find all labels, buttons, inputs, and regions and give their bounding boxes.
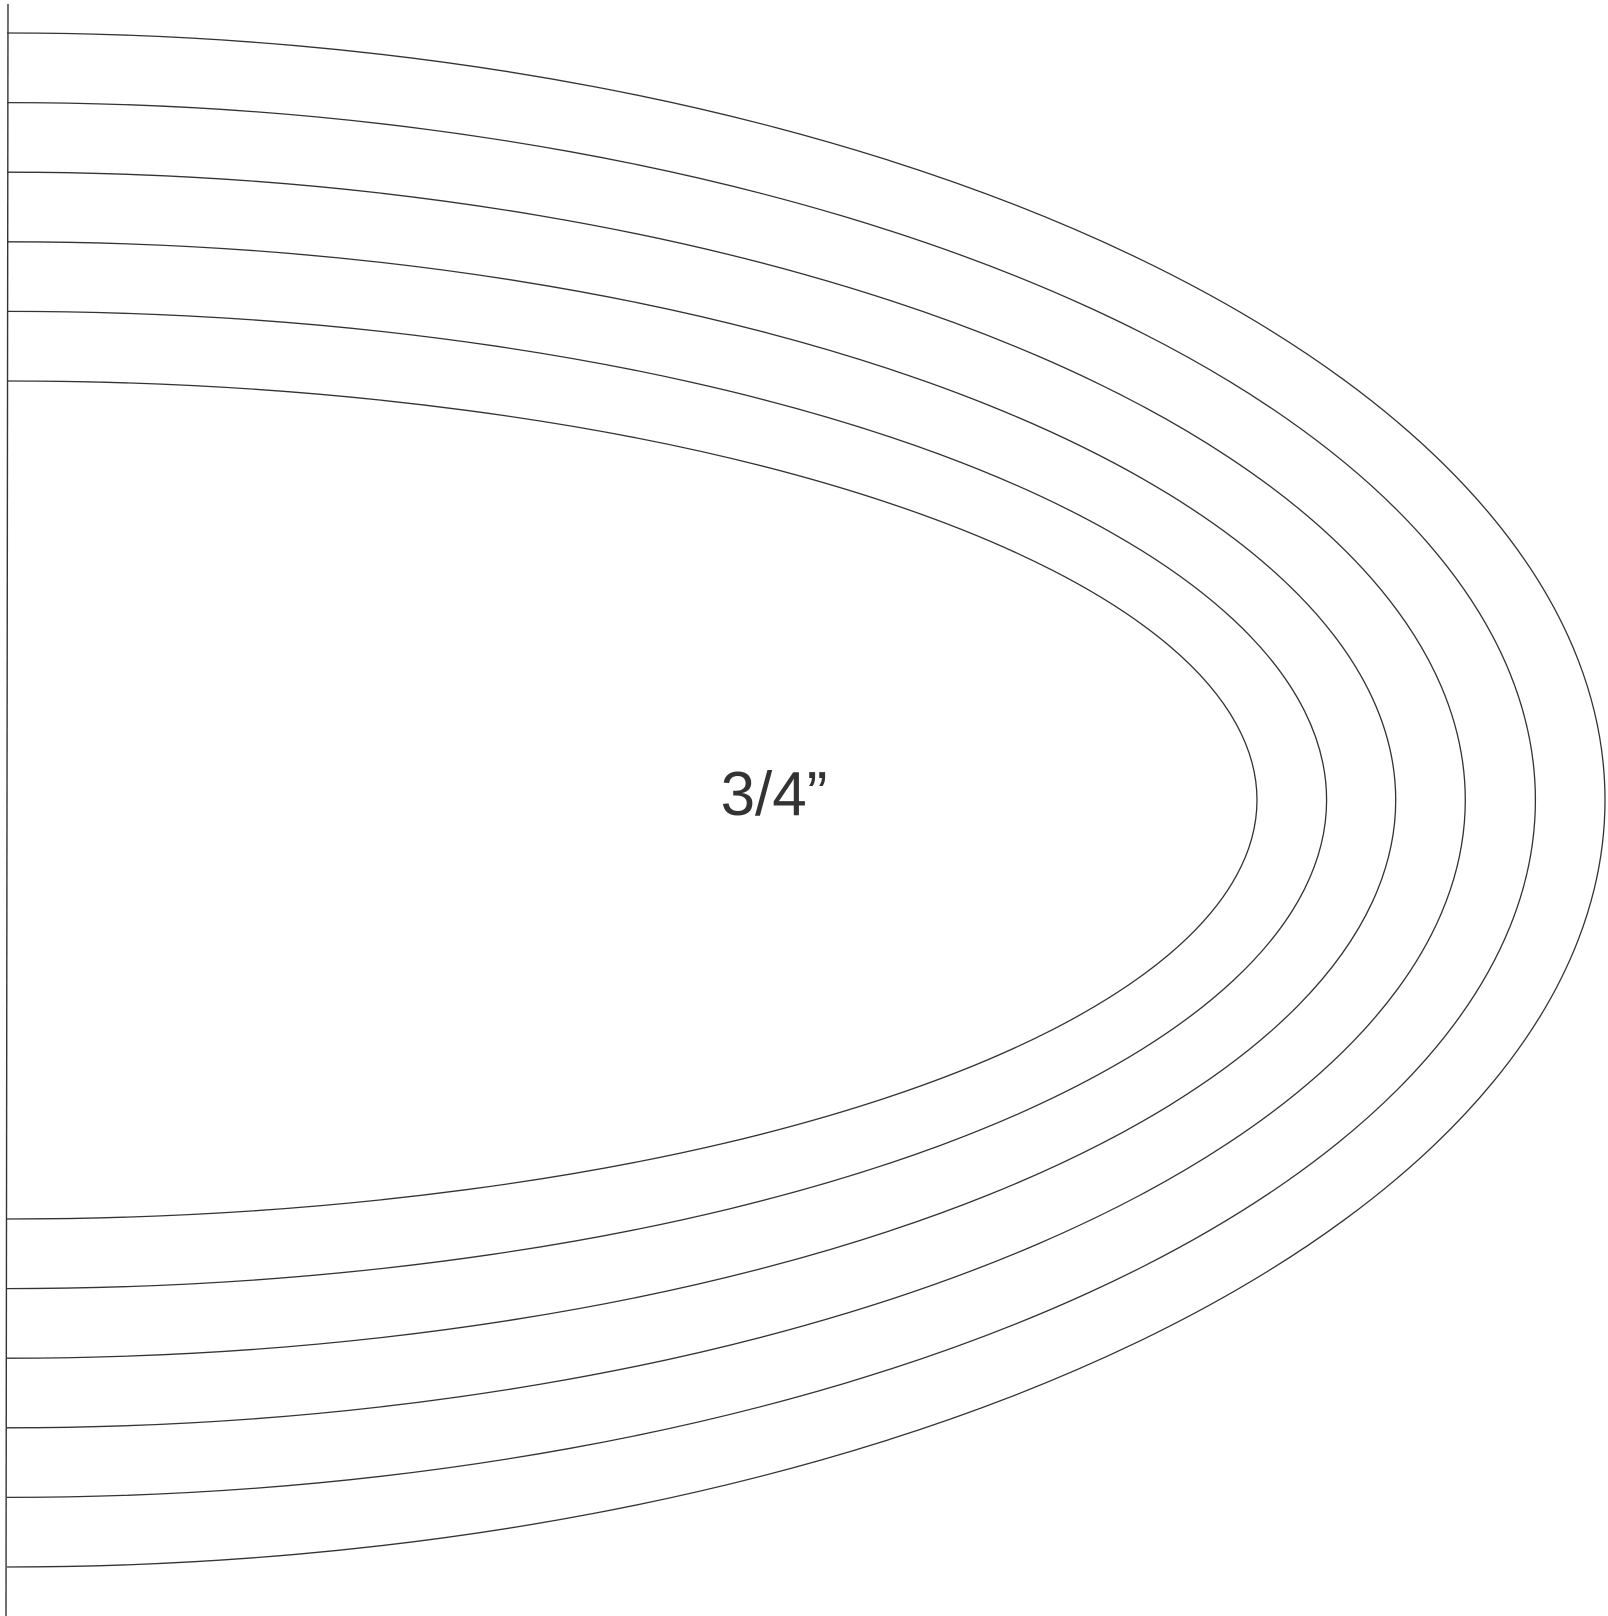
- nested-curves: [6, 32, 1606, 1568]
- curve-3: [6, 171, 1467, 1429]
- curve-6: [6, 380, 1258, 1220]
- baseline-rule: [5, 3, 9, 1616]
- curve-5: [6, 310, 1328, 1290]
- size-label: 3/4”: [720, 760, 828, 829]
- curve-1: [6, 32, 1606, 1568]
- curve-2: [6, 101, 1537, 1499]
- curve-4: [6, 241, 1397, 1359]
